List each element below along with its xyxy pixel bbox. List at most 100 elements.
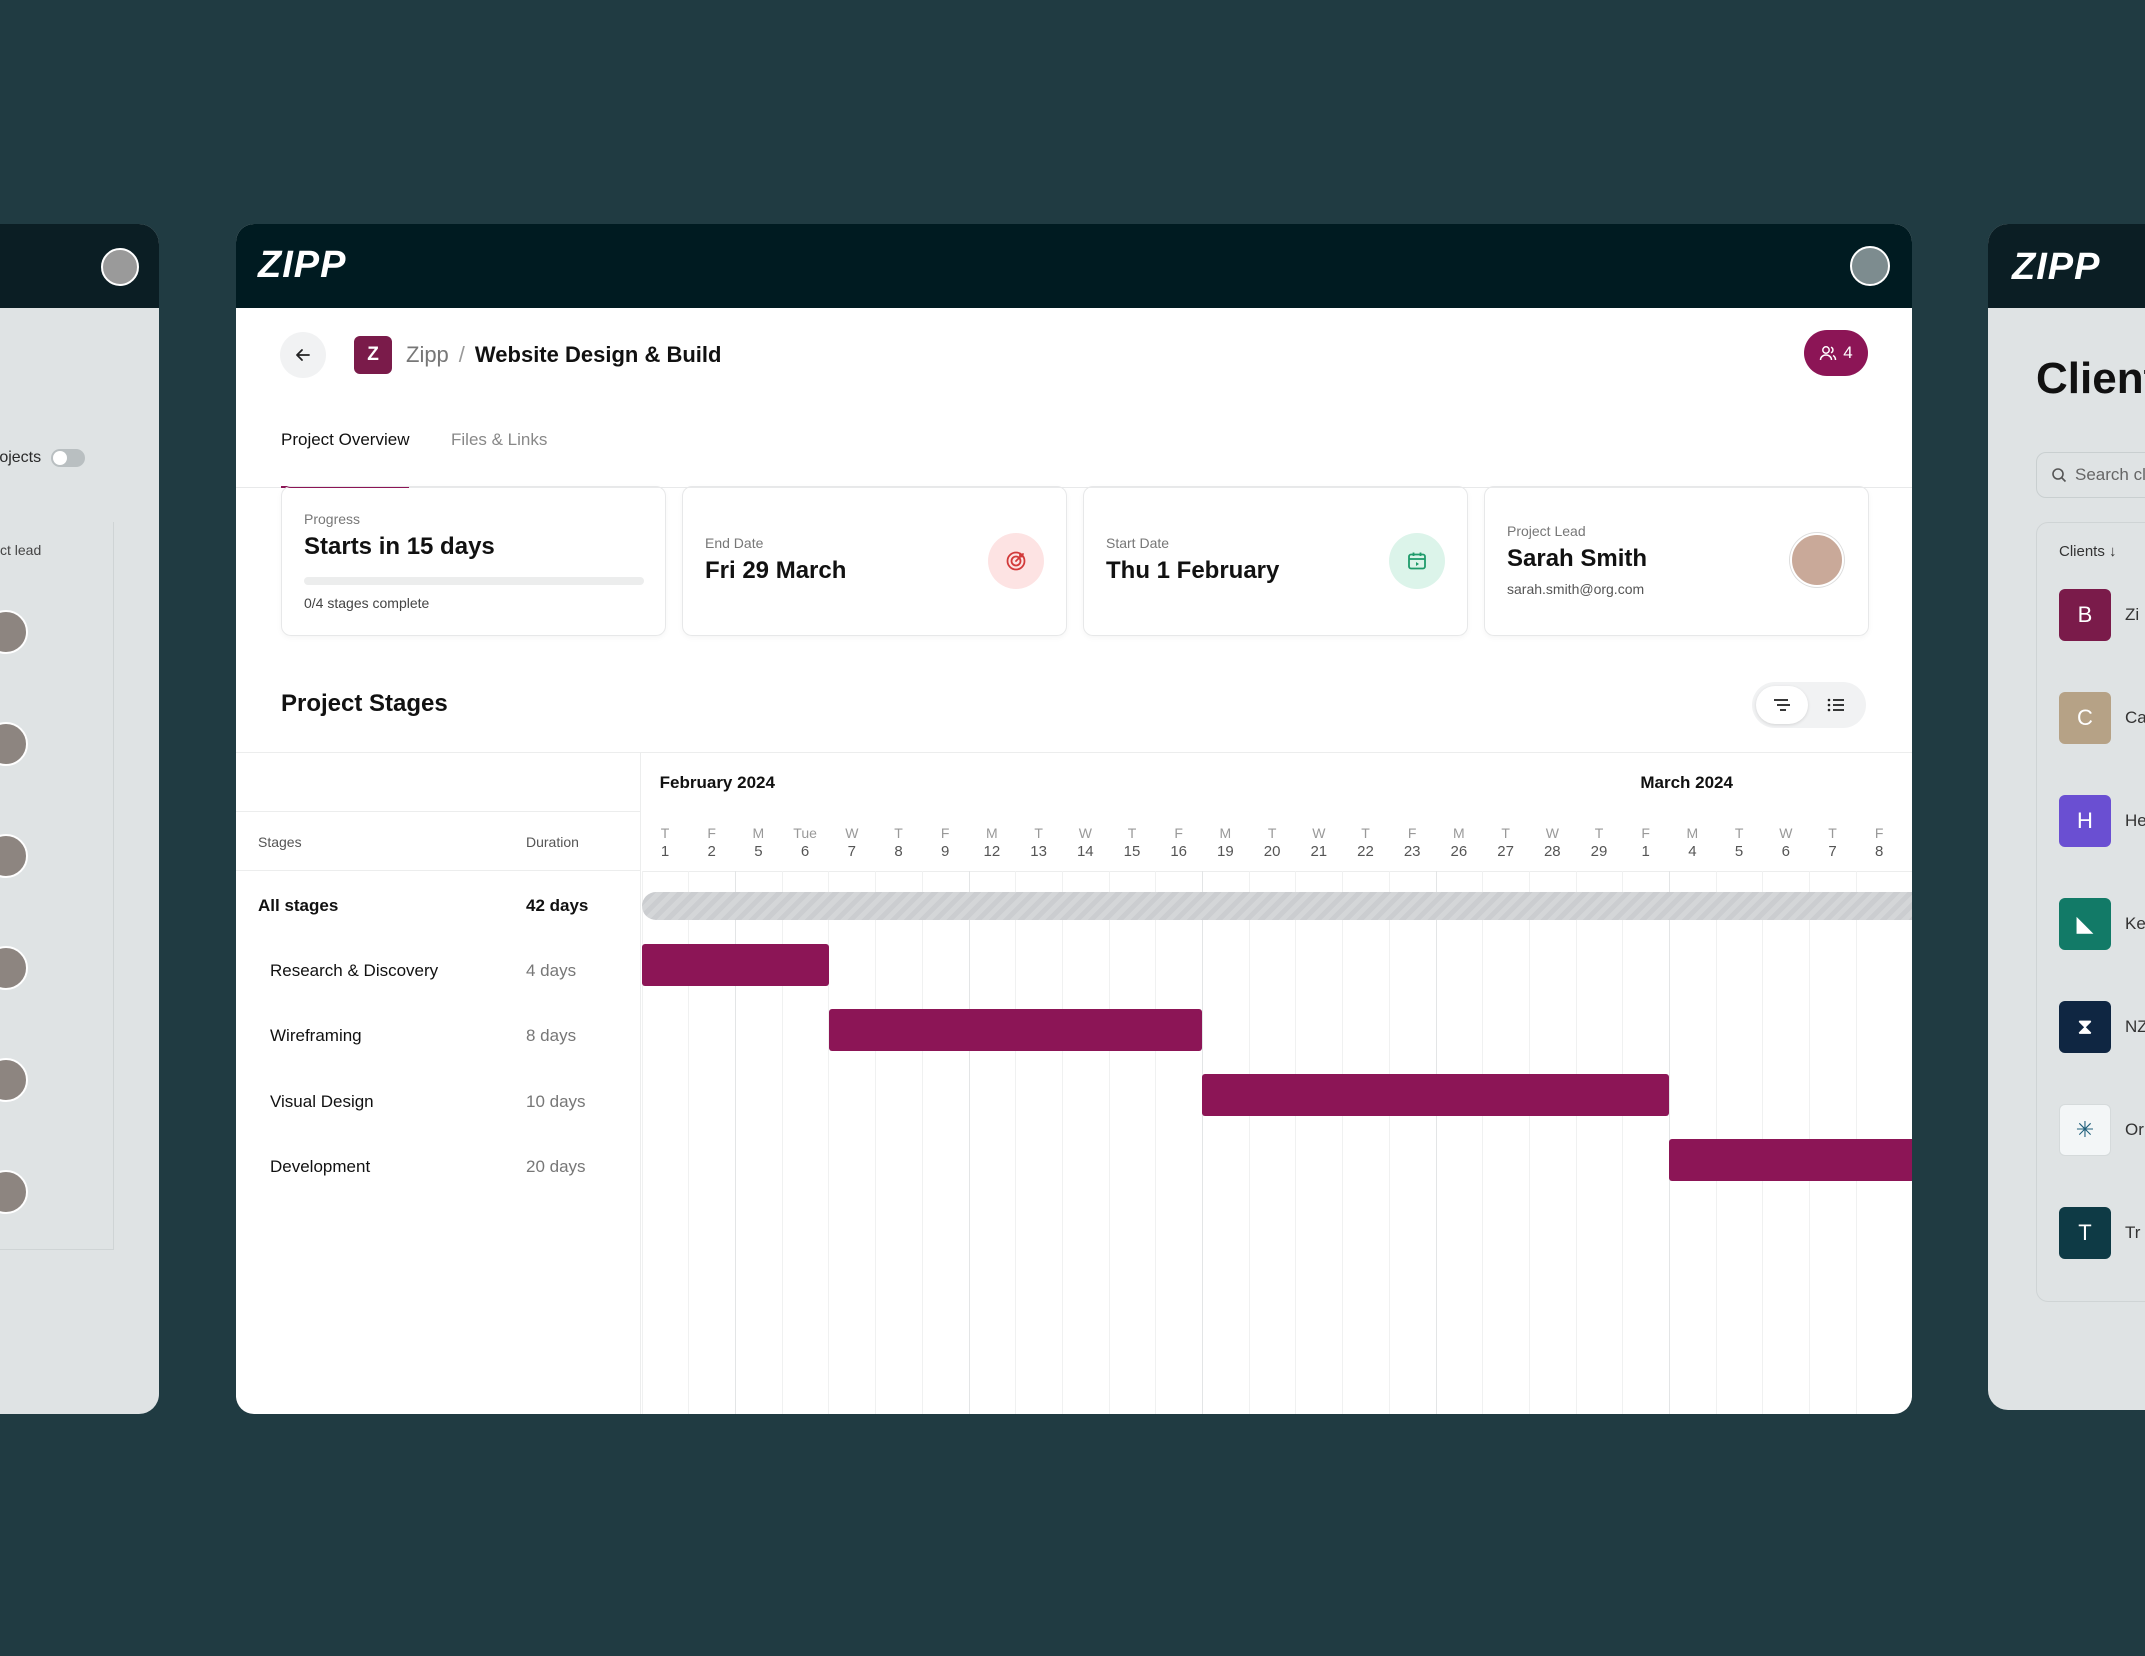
stages-table-header: Stages Duration bbox=[236, 811, 641, 871]
weekday-label: F bbox=[940, 825, 950, 841]
client-list-item[interactable]: H He bbox=[2059, 795, 2145, 847]
start-date-label: Start Date bbox=[1106, 535, 1170, 551]
progress-card: Progress Starts in 15 days 0/4 stages co… bbox=[281, 486, 666, 636]
projects-toggle[interactable] bbox=[51, 449, 86, 467]
weekday-label: F bbox=[1641, 825, 1650, 841]
clients-title: Client bbox=[2036, 354, 2145, 403]
duration-column-header: Duration bbox=[526, 834, 579, 850]
weekday-label: F bbox=[707, 825, 716, 841]
grid-line bbox=[688, 871, 690, 1414]
day-column-label: T 13 bbox=[1016, 825, 1062, 860]
day-number: 1 bbox=[660, 843, 670, 860]
weekday-label: W bbox=[1312, 825, 1326, 841]
stages-table: Stages Duration All stages 42 days Resea… bbox=[236, 753, 641, 1414]
arrow-left-icon bbox=[296, 349, 310, 361]
stage-bar[interactable] bbox=[1202, 1074, 1670, 1116]
weekday-label: T bbox=[1734, 825, 1744, 841]
breadcrumb-parent[interactable]: Zipp bbox=[406, 342, 449, 367]
stage-name: Development bbox=[270, 1157, 371, 1176]
project-lead-email[interactable]: sarah.smith@org.com bbox=[1507, 581, 1645, 597]
search-placeholder: Search cl bbox=[2075, 465, 2145, 484]
grid-line bbox=[1015, 871, 1017, 1414]
day-column-label: T 29 bbox=[1576, 825, 1622, 860]
stage-bar[interactable] bbox=[642, 944, 829, 986]
all-stages-bar bbox=[642, 892, 1912, 920]
day-column-label: W 28 bbox=[1529, 825, 1575, 860]
client-list-item[interactable]: ⧗ NZ bbox=[2059, 1001, 2145, 1053]
day-column-label: F 23 bbox=[1389, 825, 1435, 860]
topbar: ZIPP bbox=[236, 224, 1912, 308]
day-column-label: T 15 bbox=[1109, 825, 1155, 860]
client-name: Zi bbox=[2125, 605, 2140, 624]
end-date-label: End Date bbox=[705, 535, 764, 551]
grid-line bbox=[1248, 871, 1250, 1414]
weekday-label: W bbox=[1078, 825, 1092, 841]
gantt-view-button[interactable] bbox=[1756, 686, 1808, 724]
weekday-label: M bbox=[752, 825, 765, 841]
timeline-icon bbox=[1774, 699, 1790, 711]
clients-sort-header[interactable]: Clients ↓ bbox=[2059, 543, 2117, 560]
weekday-label: T bbox=[660, 825, 670, 841]
projects-toggle-row: rojects bbox=[0, 449, 86, 467]
weekday-label: W bbox=[1545, 825, 1559, 841]
day-column-label: M 12 bbox=[969, 825, 1015, 860]
clients-list: Clients ↓ B Zi C Ca H He ◣ Ke ⧗ NZ ✳ Or T Tr bbox=[2036, 522, 2145, 1302]
client-logo: ◣ bbox=[2059, 898, 2111, 950]
list-view-button[interactable] bbox=[1810, 686, 1862, 724]
day-column-label: W 21 bbox=[1296, 825, 1342, 860]
grid-line bbox=[735, 871, 737, 1414]
client-list-item[interactable]: C Ca bbox=[2059, 692, 2145, 744]
client-logo: ✳ bbox=[2059, 1104, 2111, 1156]
client-logo: H bbox=[2059, 795, 2111, 847]
members-button[interactable]: 4 bbox=[1804, 330, 1868, 376]
day-number: 6 bbox=[1781, 843, 1790, 860]
day-number: 29 bbox=[1590, 843, 1608, 860]
grid-line bbox=[921, 871, 923, 1414]
left-window: rojects ct lead bbox=[0, 224, 159, 1414]
client-search-input[interactable]: Search cl bbox=[2036, 452, 2145, 498]
client-name: Ke bbox=[2125, 914, 2145, 933]
weekday-label: T bbox=[1501, 825, 1510, 841]
client-logo: ⧗ bbox=[2059, 1001, 2111, 1053]
user-avatar[interactable] bbox=[101, 248, 139, 286]
client-list-item[interactable]: T Tr bbox=[2059, 1207, 2140, 1259]
day-number: 21 bbox=[1310, 843, 1328, 860]
day-number: 4 bbox=[1688, 843, 1697, 860]
weekday-label: M bbox=[986, 825, 998, 841]
gantt-chart: Stages Duration All stages 42 days Resea… bbox=[236, 752, 1912, 1414]
grid-line bbox=[1202, 871, 1204, 1414]
summary-cards: Progress Starts in 15 days 0/4 stages co… bbox=[281, 486, 1869, 638]
client-list-item[interactable]: B Zi bbox=[2059, 589, 2139, 641]
stage-bar[interactable] bbox=[1669, 1139, 1912, 1181]
end-date-value: Fri 29 March bbox=[705, 557, 847, 584]
left-list-panel: ct lead bbox=[0, 522, 114, 1250]
avatar bbox=[0, 1170, 28, 1214]
grid-line bbox=[1622, 871, 1624, 1414]
day-number: 26 bbox=[1450, 843, 1468, 860]
day-number: 19 bbox=[1217, 843, 1234, 860]
user-avatar[interactable] bbox=[1850, 246, 1890, 286]
day-number: 28 bbox=[1543, 843, 1561, 860]
back-button[interactable] bbox=[280, 332, 326, 378]
weekday-label: F bbox=[1874, 825, 1884, 841]
stage-bar[interactable] bbox=[828, 1009, 1203, 1051]
client-list-item[interactable]: ◣ Ke bbox=[2059, 898, 2145, 950]
day-number: 2 bbox=[707, 843, 716, 860]
client-list-item[interactable]: ✳ Or bbox=[2059, 1104, 2144, 1156]
stage-name: Research & Discovery bbox=[270, 961, 439, 980]
left-topbar bbox=[0, 224, 159, 308]
day-number: 8 bbox=[894, 843, 903, 860]
tab-project-overview[interactable]: Project Overview bbox=[281, 420, 410, 488]
right-topbar: ZIPP bbox=[1988, 224, 2145, 308]
grid-line bbox=[1482, 871, 1484, 1414]
stage-name: Visual Design bbox=[270, 1092, 374, 1111]
avatar bbox=[0, 722, 28, 766]
tab-files-links[interactable]: Files & Links bbox=[451, 430, 548, 449]
target-icon bbox=[988, 533, 1044, 589]
day-number: 9 bbox=[941, 843, 950, 860]
client-name: NZ bbox=[2125, 1017, 2145, 1036]
client-badge: Z bbox=[354, 336, 392, 374]
